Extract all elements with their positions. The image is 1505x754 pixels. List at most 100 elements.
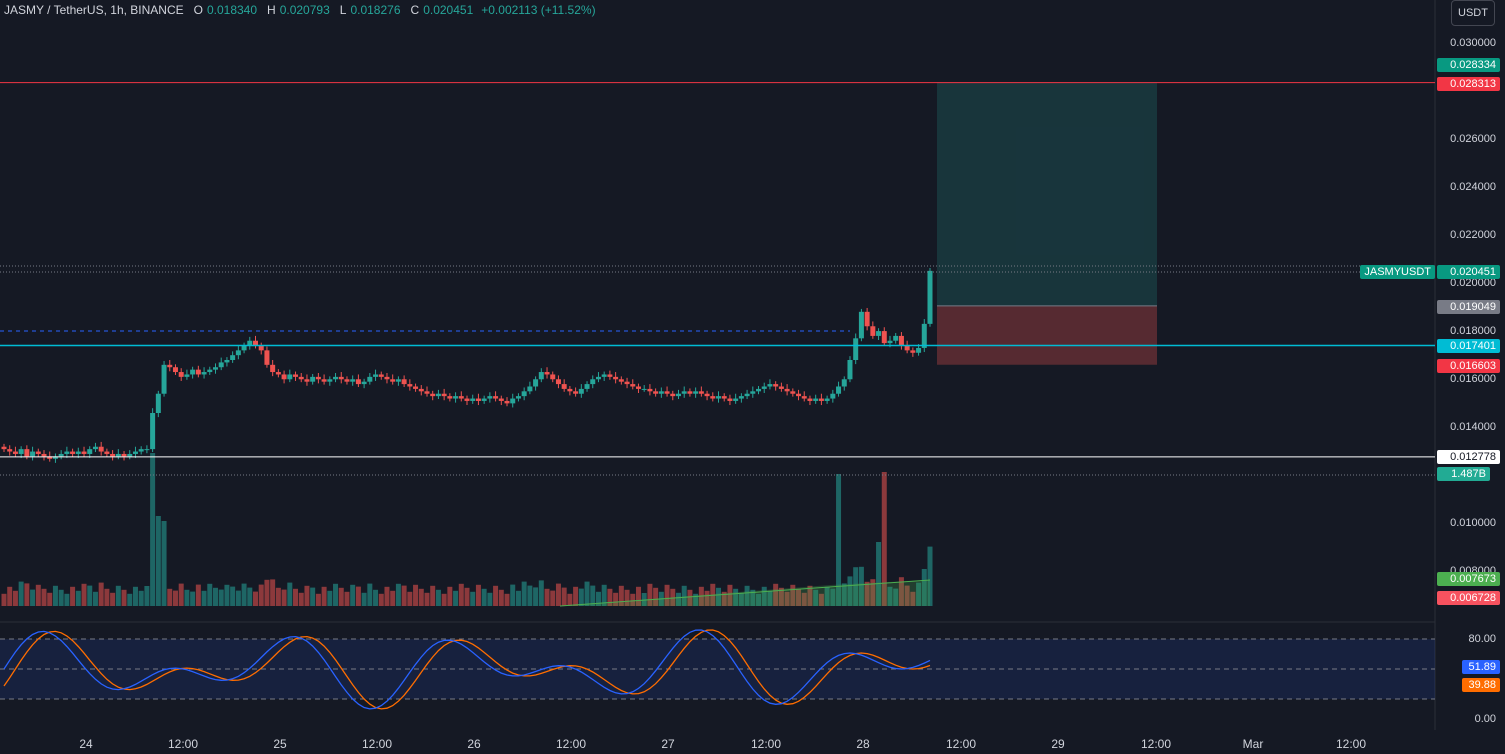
candle-body bbox=[864, 311, 870, 327]
volume-bar bbox=[287, 582, 293, 606]
volume-bar bbox=[796, 588, 802, 606]
volume-bar bbox=[681, 585, 687, 606]
volume-bar bbox=[687, 589, 693, 606]
volume-bar bbox=[487, 592, 493, 606]
volume-bar bbox=[830, 588, 836, 606]
entry-price-label: 0.019049 bbox=[1437, 300, 1500, 314]
volume-bar bbox=[338, 587, 344, 606]
candle-body bbox=[515, 396, 521, 399]
candle-body bbox=[750, 391, 756, 394]
candle-body bbox=[876, 331, 882, 336]
volume-bar bbox=[207, 583, 213, 606]
price-tick: 0.030000 bbox=[1450, 37, 1496, 49]
volume-bar bbox=[898, 577, 904, 606]
candle-body bbox=[430, 393, 436, 397]
candle-body bbox=[470, 398, 476, 401]
candle-body bbox=[344, 379, 350, 382]
volume-bar bbox=[247, 587, 253, 606]
volume-bar bbox=[864, 581, 870, 606]
volume-bar bbox=[18, 581, 24, 606]
candle-body bbox=[555, 379, 561, 385]
candle-body bbox=[367, 376, 373, 382]
candle-body bbox=[138, 449, 144, 452]
candle-body bbox=[664, 391, 670, 394]
candle-body bbox=[447, 396, 453, 399]
candle-body bbox=[658, 391, 664, 394]
candle-body bbox=[796, 393, 802, 397]
close-label: C bbox=[410, 3, 420, 17]
volume-bar bbox=[756, 593, 762, 606]
candle-body bbox=[212, 367, 218, 370]
volume-bar bbox=[321, 586, 327, 606]
volume-bar bbox=[258, 584, 264, 606]
candle-body bbox=[493, 396, 499, 399]
volume-bar bbox=[30, 589, 36, 606]
volume-bar bbox=[738, 592, 744, 606]
candle-body bbox=[390, 379, 396, 382]
volume-bar bbox=[115, 585, 121, 606]
candle-body bbox=[184, 374, 190, 377]
candle-body bbox=[836, 386, 842, 394]
cyan-line-label: 0.017401 bbox=[1437, 339, 1500, 353]
volume-bar bbox=[64, 593, 70, 606]
candle-body bbox=[767, 384, 773, 387]
volume-bar bbox=[333, 583, 339, 606]
vol-ma2-label: 0.006728 bbox=[1437, 591, 1500, 605]
volume-bar bbox=[601, 584, 607, 606]
candle-body bbox=[92, 446, 98, 450]
candle-body bbox=[401, 379, 407, 385]
symbol-price-tag: JASMYUSDT bbox=[1360, 265, 1435, 279]
volume-bar bbox=[801, 592, 807, 606]
candle-body bbox=[241, 345, 247, 351]
candle-body bbox=[98, 446, 104, 452]
candle-body bbox=[510, 398, 516, 404]
candle-body bbox=[893, 335, 899, 341]
candle-body bbox=[207, 369, 213, 373]
candle-body bbox=[681, 391, 687, 394]
candle-body bbox=[687, 391, 693, 394]
candle-body bbox=[310, 376, 316, 382]
volume-bar bbox=[675, 592, 681, 606]
volume-bar bbox=[481, 588, 487, 606]
low-value: 0.018276 bbox=[350, 3, 401, 17]
symbol-title[interactable]: JASMY / TetherUS, 1h, BINANCE bbox=[4, 3, 184, 17]
candle-body bbox=[167, 364, 173, 368]
volume-bar bbox=[590, 585, 596, 606]
candle-body bbox=[338, 376, 344, 380]
open-label: O bbox=[193, 3, 203, 17]
candle-body bbox=[784, 388, 790, 392]
volume-bar bbox=[293, 588, 299, 606]
candle-body bbox=[315, 376, 321, 380]
candle-body bbox=[453, 396, 459, 399]
candle-body bbox=[618, 379, 624, 382]
volume-bar bbox=[527, 585, 533, 606]
volume-bar bbox=[784, 591, 790, 606]
volume-bar bbox=[881, 472, 887, 606]
volume-bar bbox=[916, 582, 922, 606]
volume-bar bbox=[144, 586, 150, 606]
volume-bar bbox=[464, 587, 470, 606]
candle-body bbox=[58, 453, 64, 457]
volume-bar bbox=[350, 584, 356, 606]
volume-bar bbox=[550, 590, 556, 606]
currency-button[interactable]: USDT bbox=[1451, 0, 1495, 26]
volume-bar bbox=[47, 592, 53, 606]
candle-body bbox=[498, 398, 504, 401]
candle-body bbox=[12, 451, 18, 454]
candle-body bbox=[475, 398, 481, 401]
candle-body bbox=[224, 360, 230, 363]
price-tick: 0.024000 bbox=[1450, 181, 1496, 193]
candle-body bbox=[350, 379, 356, 382]
volume-bar bbox=[510, 584, 516, 606]
volume-bar bbox=[453, 590, 459, 606]
candle-body bbox=[693, 391, 699, 394]
volume-bar bbox=[716, 587, 722, 606]
price-tick: 0.010000 bbox=[1450, 517, 1496, 529]
volume-bar bbox=[870, 579, 876, 606]
price-tick: 0.022000 bbox=[1450, 229, 1496, 241]
volume-bar bbox=[670, 588, 676, 606]
candle-body bbox=[384, 376, 390, 380]
volume-bar bbox=[567, 593, 573, 606]
volume-bar bbox=[418, 588, 424, 606]
